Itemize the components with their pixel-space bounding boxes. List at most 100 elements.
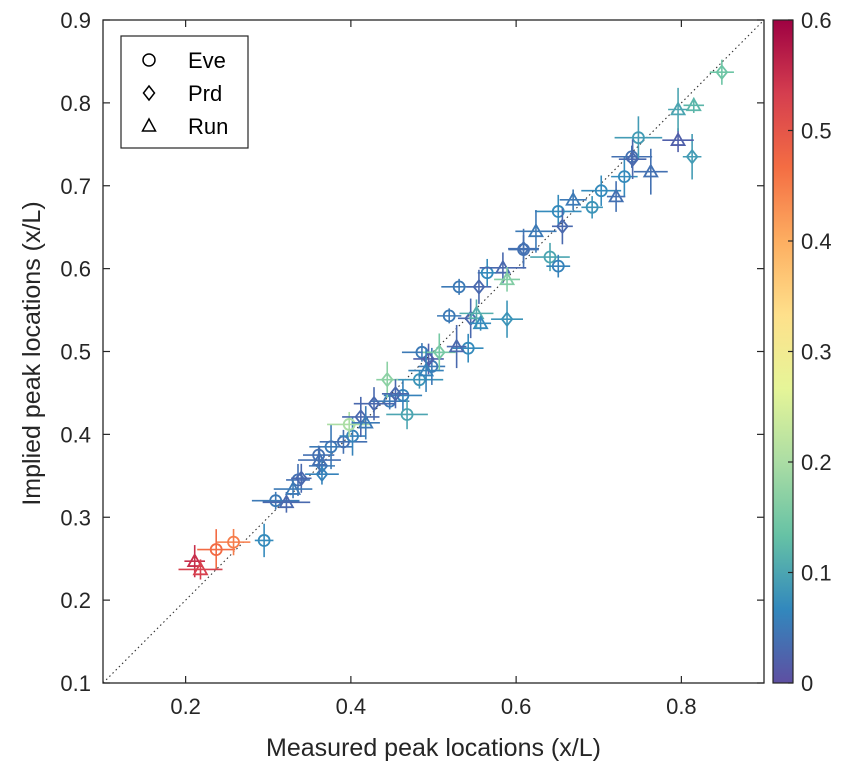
circle-marker: [551, 205, 565, 218]
triangle-marker: [192, 561, 209, 576]
triangle-marker: [357, 414, 374, 429]
circle-marker: [551, 259, 565, 273]
triangle-marker: [642, 163, 659, 178]
y-tick-label: 0.3: [60, 505, 91, 530]
point-eve: [197, 529, 236, 570]
triangle-marker: [527, 223, 545, 238]
reference-line-layer: [102, 19, 765, 684]
point-run: [298, 445, 341, 475]
y-tick-label: 0.6: [60, 257, 91, 282]
colorbar-tick-label: 0.6: [801, 8, 832, 33]
x-tick-label: 0.8: [666, 694, 697, 719]
point-prd: [618, 139, 647, 180]
point-prd: [508, 228, 540, 269]
colorbar-tick-label: 0.5: [801, 119, 832, 144]
circle-marker: [594, 184, 608, 198]
y-tick-label: 0.1: [60, 671, 91, 696]
legend-label: Run: [188, 114, 228, 139]
point-run: [633, 148, 668, 195]
circle-marker: [400, 408, 414, 421]
x-tick-label: 0.2: [170, 694, 201, 719]
triangle-marker: [608, 188, 625, 203]
legend: Eve Prd Run: [120, 35, 249, 149]
diamond-marker: [472, 278, 486, 295]
point-prd: [291, 463, 312, 493]
legend-entry: Eve: [142, 48, 226, 73]
point-prd: [305, 463, 339, 485]
point-run: [515, 209, 557, 253]
y-tick-label: 0.5: [60, 340, 91, 365]
legend-label: Prd: [188, 81, 222, 106]
diamond-marker: [294, 470, 308, 487]
point-eve: [327, 411, 372, 437]
colorbar-tick-label: 0: [801, 671, 813, 696]
point-eve: [251, 491, 300, 510]
reference-line: [102, 19, 765, 684]
point-prd: [353, 387, 395, 421]
circle-marker: [442, 309, 456, 323]
point-eve: [581, 175, 622, 206]
triangle-marker: [448, 338, 465, 353]
x-tick-label: 0.4: [336, 694, 367, 719]
point-run: [262, 492, 311, 513]
point-prd: [466, 269, 492, 304]
triangle-marker: [498, 271, 516, 286]
point-run: [683, 97, 705, 113]
y-tick-label: 0.9: [60, 8, 91, 33]
diamond-marker: [432, 344, 446, 361]
point-prd: [682, 134, 702, 180]
legend-entry: Prd: [142, 81, 222, 106]
point-eve: [216, 528, 251, 556]
y-tick-label: 0.7: [60, 174, 91, 199]
circle-marker: [461, 341, 475, 355]
triangle-marker: [311, 451, 328, 466]
diamond-marker: [500, 311, 514, 328]
y-axis-label: Implied peak locations (x/L): [18, 201, 46, 505]
circle-marker: [342, 418, 356, 431]
legend-triangle-marker: [141, 117, 157, 132]
colorbar-tick-label: 0.1: [801, 561, 832, 586]
point-run: [470, 315, 492, 331]
x-tick-label: 0.6: [501, 694, 532, 719]
point-run: [494, 267, 520, 292]
circle-marker: [617, 170, 631, 184]
legend-diamond-marker: [142, 84, 156, 102]
point-eve: [254, 523, 274, 558]
diamond-marker: [626, 151, 639, 168]
triangle-marker: [670, 131, 687, 146]
point-run: [178, 559, 223, 580]
point-run: [668, 87, 689, 132]
point-run: [446, 324, 467, 369]
triangle-marker: [565, 191, 582, 206]
legend-label: Eve: [188, 48, 226, 73]
point-run: [273, 479, 313, 499]
point-prd: [491, 300, 523, 338]
point-eve: [546, 254, 571, 278]
point-eve: [452, 333, 484, 363]
diamond-marker: [556, 218, 569, 235]
x-axis-label: Measured peak locations (x/L): [266, 734, 601, 762]
point-eve: [386, 399, 428, 430]
triangle-marker: [670, 101, 687, 116]
circle-marker: [543, 250, 557, 264]
point-prd: [551, 208, 573, 245]
legend-circle-marker: [142, 53, 156, 67]
circle-marker: [396, 389, 410, 402]
point-run: [559, 189, 587, 211]
triangle-marker: [186, 552, 203, 567]
triangle-marker: [494, 259, 511, 274]
x-axis-ticks: 0.2 0.4 0.6 0.8: [170, 20, 697, 719]
legend-entry: Run: [141, 114, 228, 139]
circle-marker: [257, 534, 271, 547]
y-tick-label: 0.2: [60, 588, 91, 613]
point-prd: [381, 379, 410, 409]
diamond-marker: [315, 466, 329, 483]
point-eve: [437, 308, 462, 324]
triangle-marker: [685, 97, 702, 112]
colorbar-tick-label: 0.3: [801, 340, 832, 365]
point-run: [351, 406, 380, 440]
triangle-marker: [468, 305, 485, 320]
triangle-marker: [284, 480, 302, 495]
point-prd: [422, 333, 456, 372]
